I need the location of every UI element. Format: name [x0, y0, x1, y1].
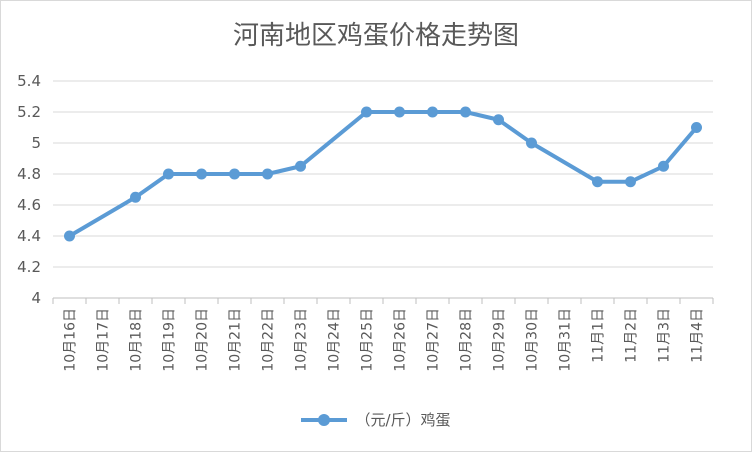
x-tick-label: 10月29日 — [492, 308, 508, 372]
data-point — [130, 191, 141, 203]
y-tick-label: 5.4 — [17, 72, 41, 90]
data-point — [262, 168, 273, 180]
data-point — [691, 122, 702, 133]
data-point — [229, 168, 240, 180]
x-tick-label: 10月24日 — [327, 308, 343, 372]
data-point — [526, 137, 537, 149]
data-point — [64, 230, 75, 242]
data-point — [295, 160, 306, 172]
data-point — [163, 168, 174, 180]
data-point — [361, 106, 372, 118]
chart-title: 河南地区鸡蛋价格走势图 — [232, 21, 519, 51]
x-tick-label: 10月19日 — [162, 308, 178, 372]
data-point — [460, 106, 471, 118]
x-tick-label: 10月16日 — [63, 308, 79, 372]
y-tick-label: 5 — [31, 134, 41, 152]
legend-dot — [318, 413, 331, 426]
y-tick-label: 5.2 — [17, 103, 41, 121]
y-tick-label: 4.4 — [17, 227, 41, 245]
legend-marker — [301, 413, 348, 426]
legend: （元/斤）鸡蛋 — [1, 409, 751, 430]
x-tick-label: 10月30日 — [525, 308, 541, 372]
data-point — [592, 176, 603, 188]
data-point — [427, 106, 438, 118]
legend-label: （元/斤）鸡蛋 — [355, 411, 451, 429]
plot-area: 4 4.2 4.4 4.6 4.8 5 5.2 5.4 10月16日 10月17日 10月18日 10… — [17, 72, 714, 372]
y-tick-label: 4.6 — [17, 196, 41, 214]
x-tick-label: 10月28日 — [459, 308, 475, 372]
x-tick-label: 10月21日 — [228, 308, 244, 372]
x-tick-label: 10月17日 — [96, 308, 112, 372]
y-tick-label: 4 — [31, 289, 41, 307]
x-tick-label: 10月27日 — [426, 308, 442, 372]
x-tick-label: 10月20日 — [195, 308, 211, 372]
x-tick-label: 11月2日 — [624, 308, 640, 363]
x-tick-label: 10月23日 — [294, 308, 310, 372]
data-point — [493, 114, 504, 126]
x-tick-label: 11月3日 — [657, 308, 673, 363]
y-tick-label: 4.8 — [17, 165, 41, 183]
data-point — [196, 168, 207, 180]
x-tick-label: 11月4日 — [690, 308, 706, 363]
x-tick-label: 10月31日 — [558, 308, 574, 372]
data-point — [658, 160, 669, 172]
y-tick-label: 4.2 — [17, 258, 41, 276]
data-point — [394, 106, 405, 118]
x-tick-label: 10月26日 — [393, 308, 409, 372]
x-tick-label: 10月22日 — [261, 308, 277, 372]
x-tick-label: 11月1日 — [591, 308, 607, 363]
data-point — [625, 176, 636, 188]
x-tick-label: 10月25日 — [360, 308, 376, 372]
x-tick-label: 10月18日 — [129, 308, 145, 372]
